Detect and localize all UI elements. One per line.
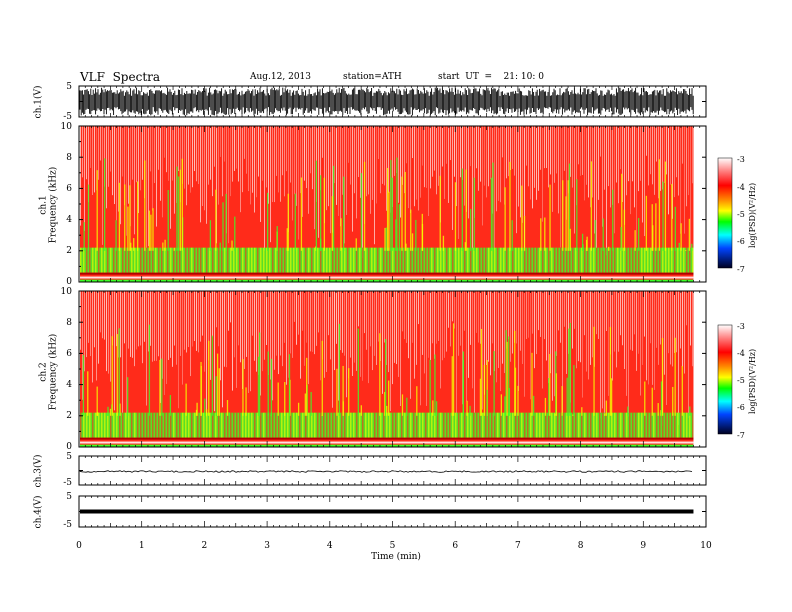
spec1-ytick-10: 10 (60, 122, 72, 132)
colorbar-2 (717, 324, 733, 435)
ch4-ytick-bottom: -5 (63, 520, 72, 530)
ch1-waveform-trace (79, 87, 694, 116)
cb1-tick-m4: -4 (737, 183, 745, 192)
cb1-tick-m5: -5 (737, 210, 745, 219)
ch4-waveform-trace (80, 509, 694, 514)
cb2-tick-m6: -6 (737, 403, 745, 412)
ch1-ytick-top: 5 (66, 82, 72, 92)
spec1-ytick-6: 6 (66, 184, 72, 194)
x-tick-3: 3 (264, 541, 270, 551)
spec2-ytick-0: 0 (66, 442, 72, 452)
spec1-ytick-2: 2 (66, 246, 72, 256)
x-tick-6: 6 (452, 541, 459, 551)
spec1-ytick-4: 4 (66, 215, 72, 225)
x-tick-7: 7 (515, 541, 521, 551)
cb2-tick-m5: -5 (737, 376, 745, 385)
spec2-ytick-6: 6 (66, 349, 72, 359)
cb1-tick-m3: -3 (737, 155, 745, 164)
ch3-ytick-bottom: -5 (63, 478, 72, 488)
chart-title: VLF Spectra (80, 70, 161, 84)
x-tick-1: 1 (138, 541, 145, 551)
ch2-spectrogram (78, 290, 707, 448)
spec2-ytick-4: 4 (66, 380, 72, 390)
cb2-tick-m4: -4 (737, 349, 745, 358)
ch1-ytick-bottom: -5 (63, 112, 72, 122)
spec2-ytick-8: 8 (66, 318, 72, 328)
x-tick-4: 4 (326, 541, 333, 551)
cb2-tick-m7: -7 (737, 431, 745, 440)
start-time-label: start UT = 21: 10: 0 (438, 72, 544, 82)
ch4-ytick-top: 5 (66, 492, 72, 502)
cb2-tick-m3: -3 (737, 322, 745, 331)
cb1-tick-m7: -7 (737, 265, 745, 274)
x-tick-9: 9 (640, 541, 647, 551)
x-tick-5: 5 (389, 541, 396, 551)
x-tick-0: 0 (76, 541, 82, 551)
spec1-ytick-8: 8 (66, 153, 72, 163)
ch1-spectrogram (78, 125, 707, 283)
x-tick-10: 10 (700, 541, 712, 551)
spec2-ytick-2: 2 (66, 411, 72, 421)
x-tick-8: 8 (577, 541, 584, 551)
x-tick-2: 2 (201, 541, 208, 551)
cb1-tick-m6: -6 (737, 237, 745, 246)
date-label: Aug.12, 2013 (250, 72, 311, 82)
x-axis-label: Time (min) (371, 552, 421, 562)
spec1-ytick-0: 0 (66, 277, 72, 287)
ch3-ytick-top: 5 (66, 452, 72, 462)
ch3-waveform-trace (79, 470, 693, 473)
station-label: station=ATH (343, 72, 402, 82)
colorbar-1 (717, 157, 733, 269)
spec2-ytick-10: 10 (60, 287, 72, 297)
